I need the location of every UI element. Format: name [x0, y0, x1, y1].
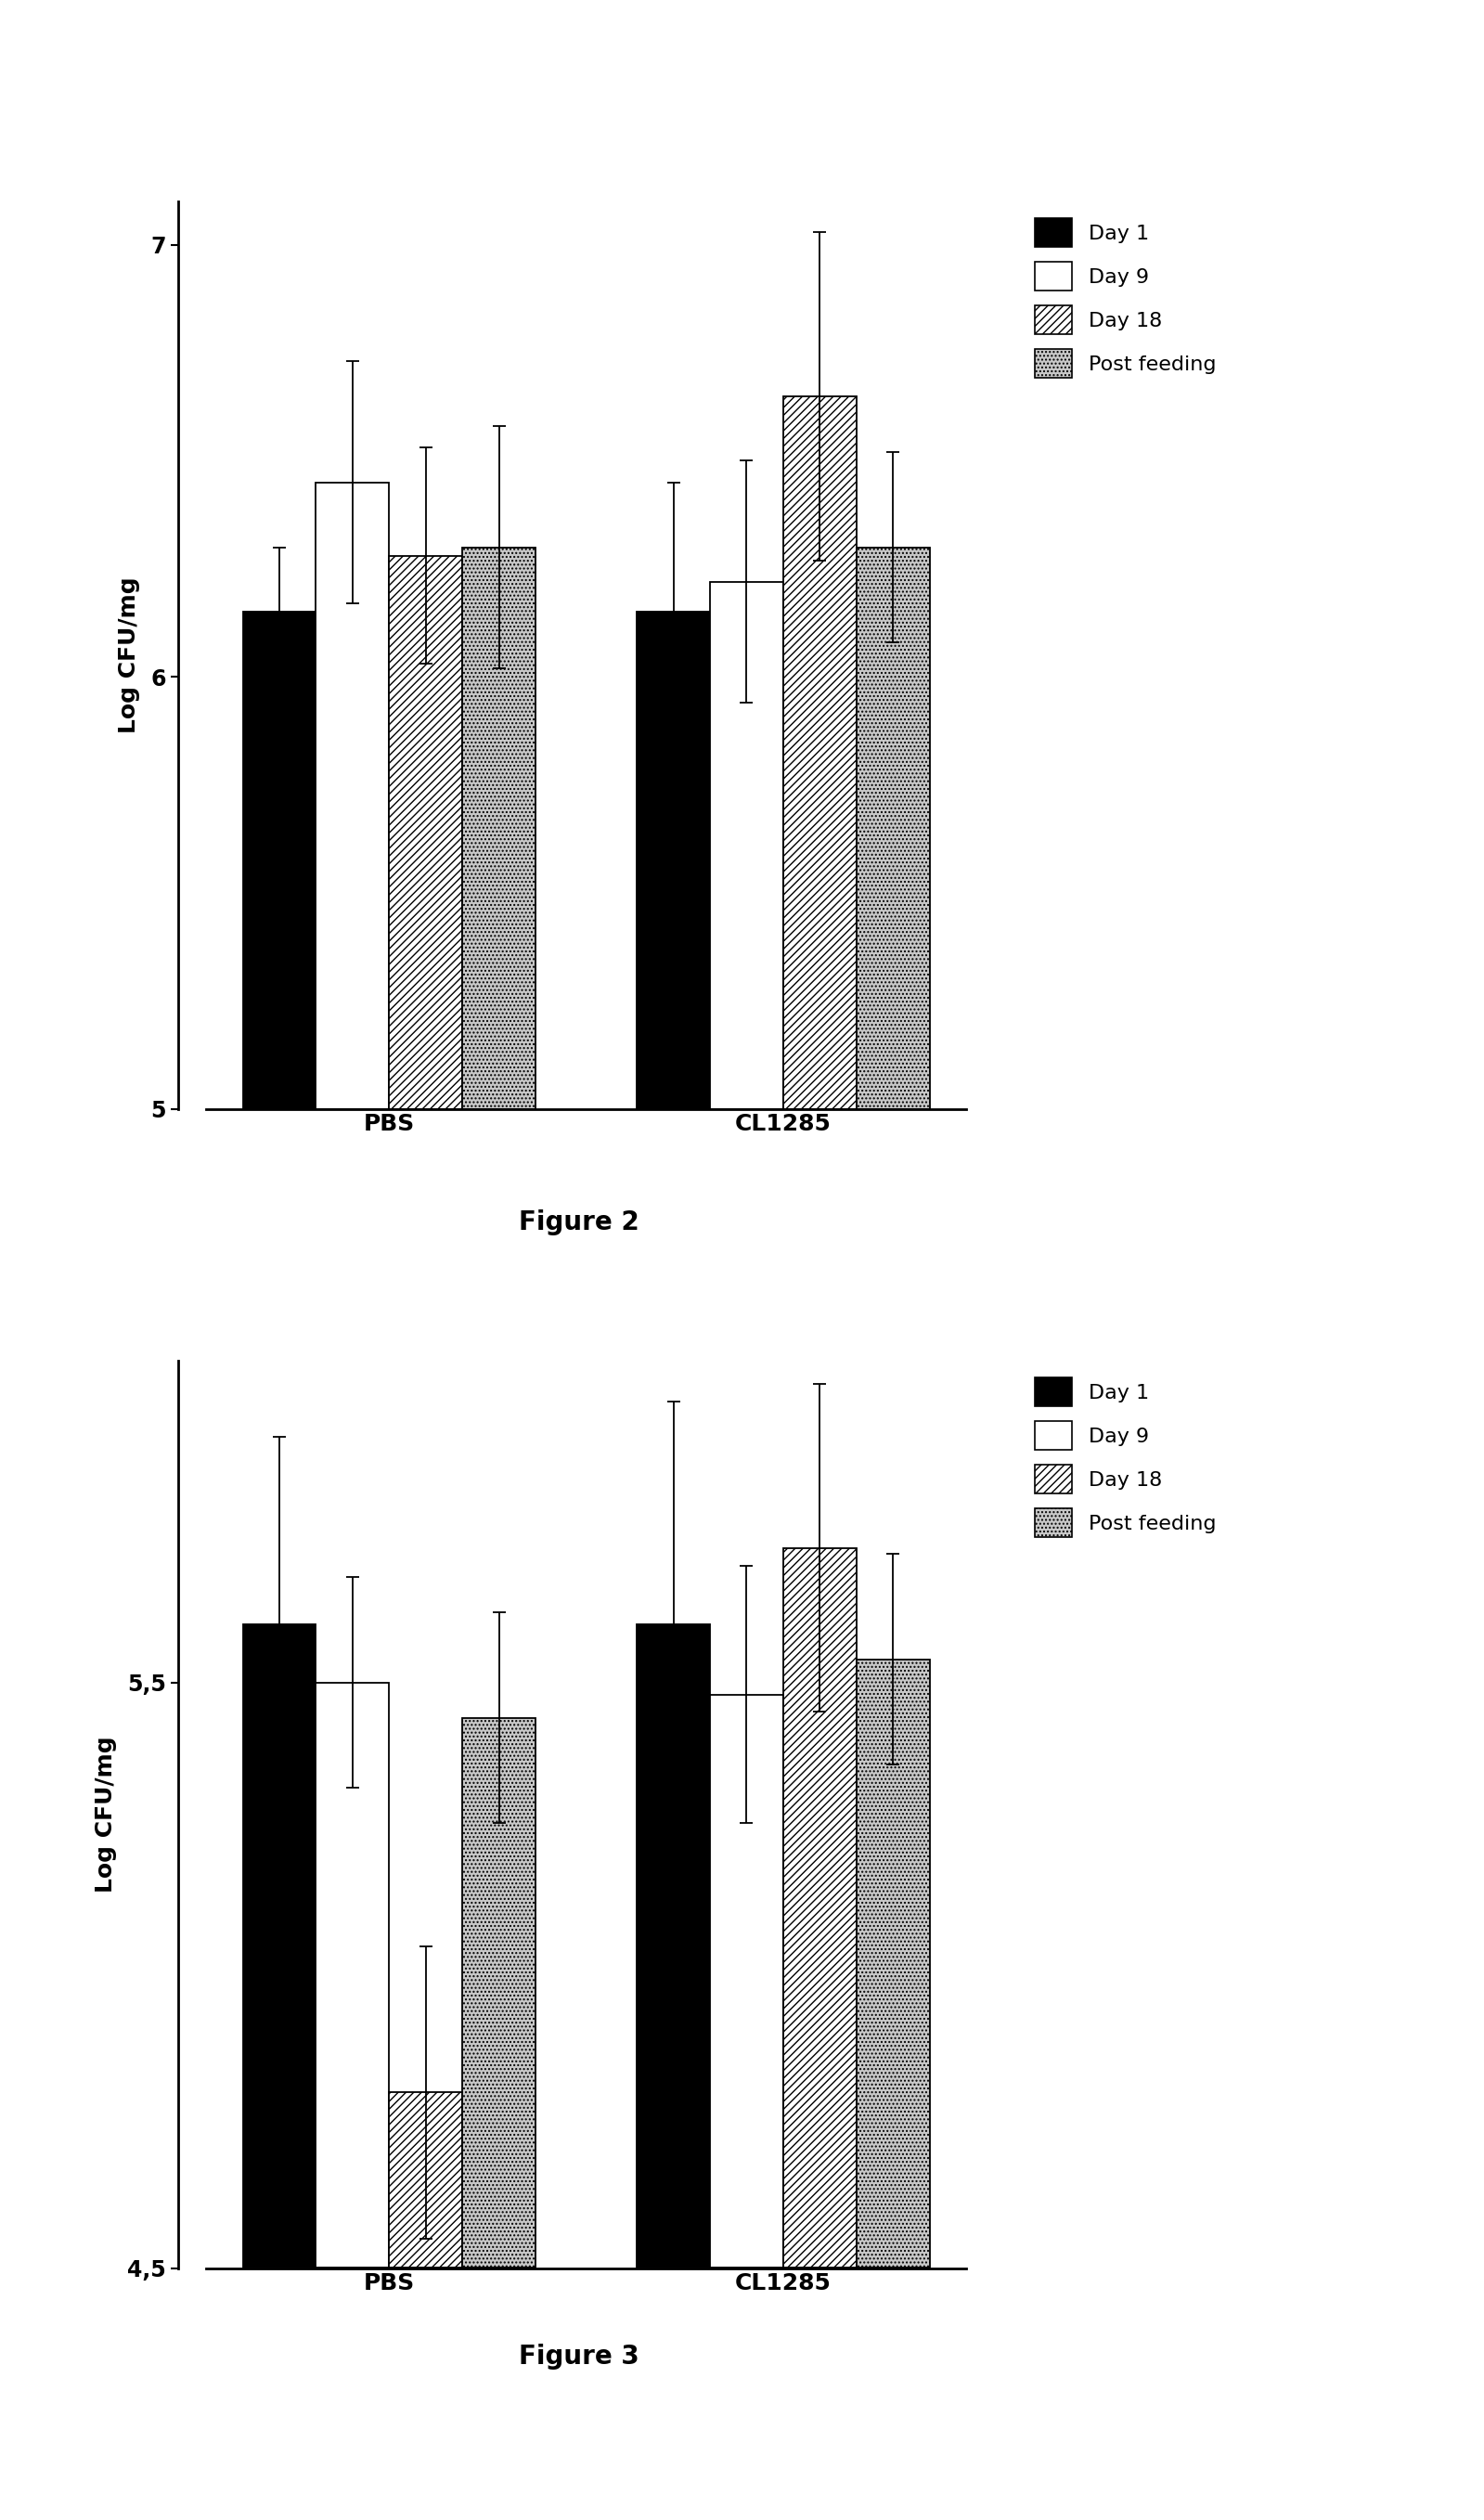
Bar — [709, 1693, 784, 2268]
Bar — [784, 1547, 856, 2268]
Bar — [463, 1719, 536, 2268]
Bar — [637, 1625, 709, 2268]
Bar — [243, 612, 316, 1109]
Text: Figure 2: Figure 2 — [518, 1210, 640, 1235]
Bar — [856, 1658, 929, 2268]
Bar — [784, 396, 856, 1109]
Legend: Day 1, Day 9, Day 18, Post feeding: Day 1, Day 9, Day 18, Post feeding — [1028, 1371, 1223, 1545]
Text: Figure 3: Figure 3 — [518, 2344, 640, 2369]
Bar — [856, 547, 929, 1109]
Bar — [389, 2092, 463, 2268]
Bar — [316, 481, 389, 1109]
Y-axis label: Log CFU/mg: Log CFU/mg — [117, 577, 139, 733]
Bar — [316, 1683, 389, 2268]
Bar — [463, 547, 536, 1109]
Bar — [243, 1625, 316, 2268]
Bar — [637, 612, 709, 1109]
Bar — [709, 582, 784, 1109]
Y-axis label: Log CFU/mg: Log CFU/mg — [95, 1736, 117, 1893]
Legend: Day 1, Day 9, Day 18, Post feeding: Day 1, Day 9, Day 18, Post feeding — [1028, 212, 1223, 386]
Bar — [389, 557, 463, 1109]
